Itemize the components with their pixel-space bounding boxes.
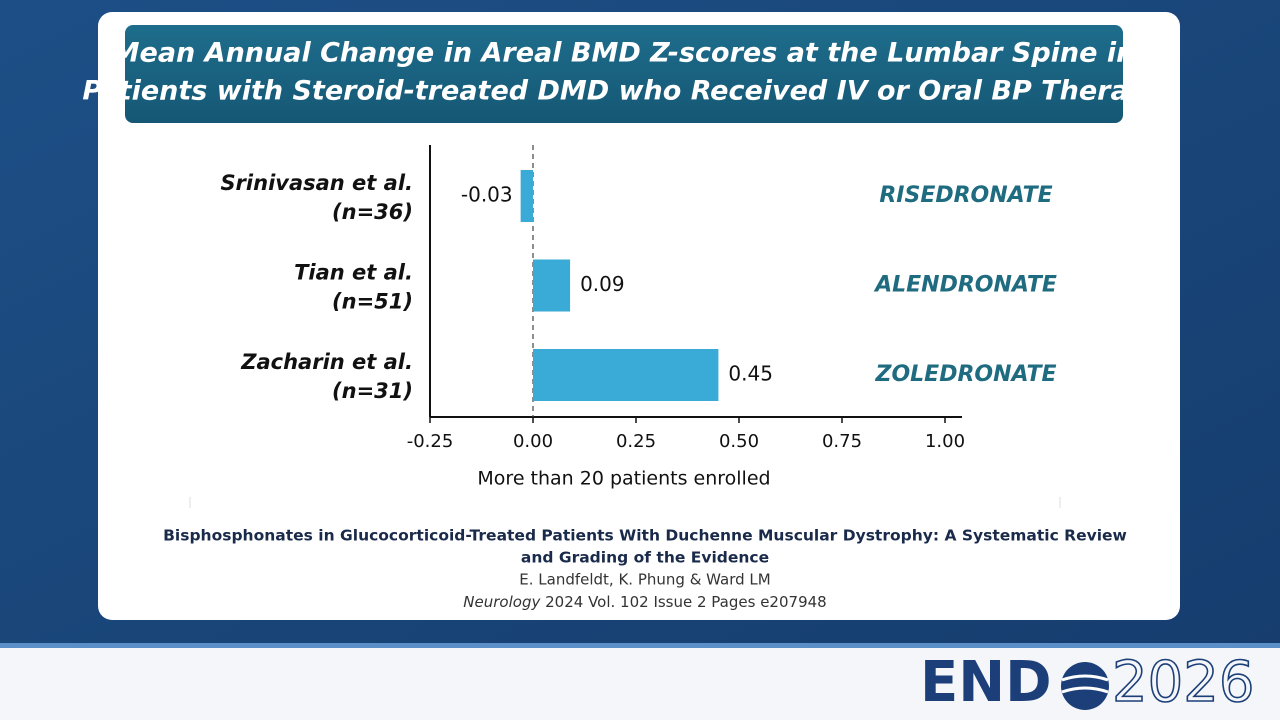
- plot: -0.25 0.00 0.25 0.50 0.75 1.00 More than 20 pa…: [220, 145, 1057, 490]
- title-box: [125, 25, 1123, 123]
- x-tick-label: 1.00: [925, 431, 965, 452]
- title: Mean Annual Change in Areal BMD Z-scores…: [113, 38, 1136, 69]
- card: [98, 12, 1180, 620]
- journal: Neurology: [463, 593, 541, 611]
- sample-size: (n=31): [332, 379, 413, 403]
- logo-globe-lines: [1061, 674, 1109, 694]
- x-tick-label: 0.00: [513, 431, 553, 452]
- x-tick-label: 0.75: [822, 431, 862, 452]
- x-tick-label: -0.25: [407, 431, 454, 452]
- drug-label: RISEDRONATE: [879, 183, 1052, 208]
- logo-name: END: [920, 650, 1052, 715]
- bar: [533, 259, 571, 312]
- value-label: 0.09: [580, 272, 625, 296]
- sample-size: (n=51): [332, 290, 413, 314]
- x-axis-label: More than 20 patients enrolled: [477, 468, 770, 490]
- sample-size: (n=36): [332, 200, 413, 224]
- citation-title: Bisphosphonates in Glucocorticoid-Treate…: [163, 527, 1127, 545]
- drug-label: ZOLEDRONATE: [875, 362, 1057, 387]
- logo-globe: [1061, 662, 1109, 710]
- category-label: Zacharin et al.: [240, 350, 413, 374]
- x-tick-label: 0.25: [616, 431, 656, 452]
- x-tick-label: 0.50: [719, 431, 759, 452]
- category-label: Srinivasan et al.: [220, 171, 413, 195]
- logo-year: 2026: [1112, 650, 1255, 715]
- citation-details: 2024 Vol. 102 Issue 2 Pages e207948: [545, 593, 827, 611]
- value-label: -0.03: [461, 183, 513, 207]
- citation-title: and Grading of the Evidence: [521, 549, 769, 567]
- value-label: 0.45: [728, 362, 773, 386]
- citation-authors: E. Landfeldt, K. Phung & Ward LM: [519, 571, 770, 589]
- footer-line: [0, 643, 1280, 648]
- drug-label: ALENDRONATE: [873, 273, 1057, 298]
- title: Patients with Steroid-treated DMD who Re…: [82, 76, 1167, 107]
- bar: [520, 170, 533, 222]
- citation-source: Neurology 2024 Vol. 102 Issue 2 Pages e2…: [463, 593, 826, 611]
- category-label: Tian et al.: [294, 261, 413, 285]
- bar: [533, 349, 719, 401]
